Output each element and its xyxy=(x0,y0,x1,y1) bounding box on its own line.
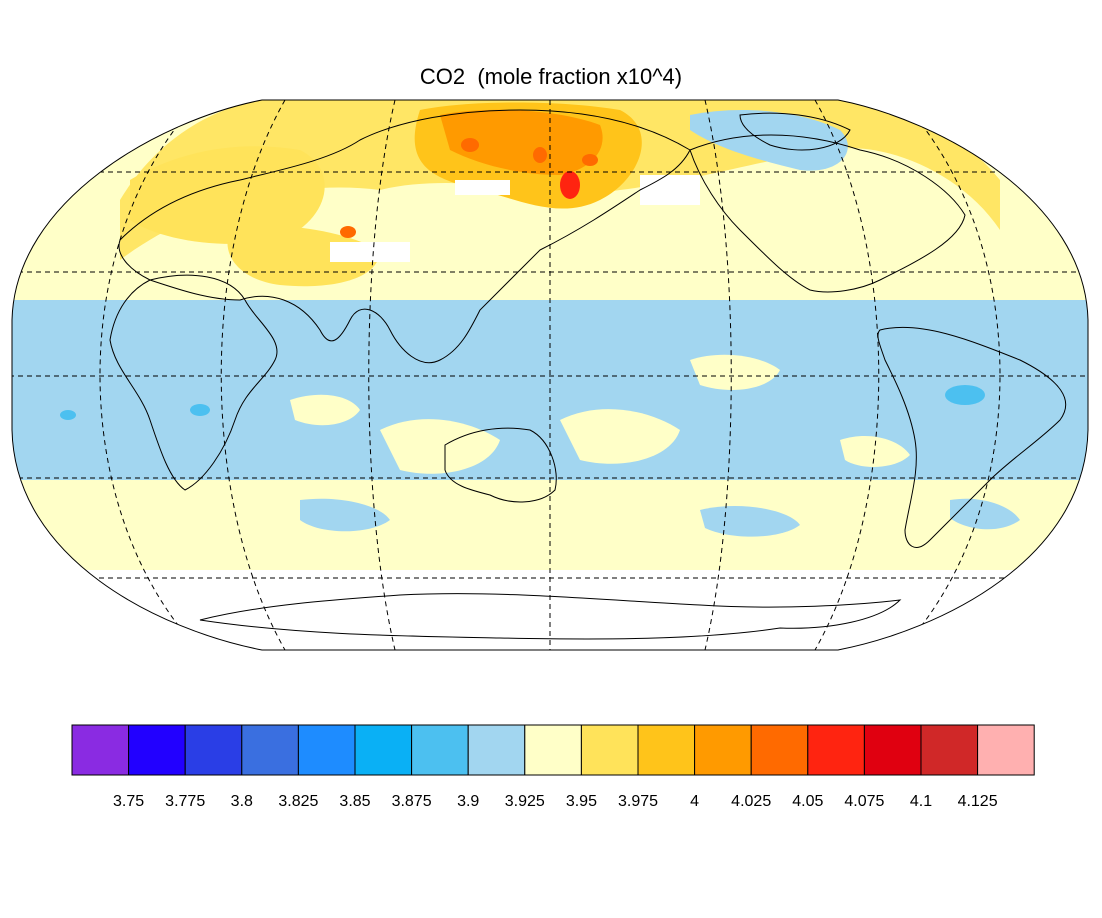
colorbar-tick-label: 4 xyxy=(690,793,699,810)
colorbar-tick-label: 3.9 xyxy=(457,793,479,810)
region-arctic-blue xyxy=(690,110,848,171)
coast-north-america xyxy=(689,134,966,293)
hotspot-1 xyxy=(560,171,580,199)
meridian-e2 xyxy=(814,100,880,650)
gap-1 xyxy=(330,242,410,262)
colorbar-tick-label: 4.05 xyxy=(792,793,823,810)
graticule xyxy=(12,100,1088,650)
colorbar-tick-label: 3.925 xyxy=(505,793,545,810)
colorbar-box-6 xyxy=(411,724,469,776)
colorbar-box-0 xyxy=(71,724,130,776)
colorbar-tick-label: 4.025 xyxy=(731,793,771,810)
patch-south-blue-3 xyxy=(950,498,1020,530)
meridian-w2 xyxy=(220,100,286,650)
coast-greenland xyxy=(739,112,851,151)
colorbar-tick-label: 3.95 xyxy=(566,793,597,810)
region-siberia-deep xyxy=(440,109,603,175)
coast-antarctica xyxy=(199,593,902,640)
coast-south-america xyxy=(877,326,1067,548)
blue-spot-1 xyxy=(945,385,985,405)
hotspot-5 xyxy=(461,138,479,152)
colorbar-box-5 xyxy=(354,724,413,776)
colorbar-tick-label: 3.775 xyxy=(165,793,205,810)
colorbar-tick-label: 3.8 xyxy=(231,793,253,810)
patch-tropics-2 xyxy=(560,409,680,464)
colorbar-box-16 xyxy=(977,724,1035,776)
colorbar-tick-label: 3.825 xyxy=(278,793,318,810)
colorbar-box-4 xyxy=(297,724,356,776)
coast-eurasia xyxy=(118,109,691,364)
coast-africa xyxy=(109,274,278,491)
colorbar-box-11 xyxy=(694,724,752,776)
colorbar-tick-label: 3.75 xyxy=(113,793,144,810)
colorbar-tick-label: 3.875 xyxy=(392,793,432,810)
colorbar-box-10 xyxy=(637,724,696,776)
patch-tropics-3 xyxy=(690,354,780,390)
coastlines xyxy=(109,109,1067,640)
colorbar-box-1 xyxy=(128,724,186,776)
gap-3 xyxy=(640,175,700,205)
hotspot-4 xyxy=(340,226,356,238)
colorbar-tick-label: 4.1 xyxy=(910,793,932,810)
blue-spot-3 xyxy=(60,410,76,420)
colorbar-tick-label: 4.075 xyxy=(844,793,884,810)
colorbar-box-12 xyxy=(750,724,809,776)
blue-spot-2 xyxy=(190,404,210,416)
colorbar-box-15 xyxy=(920,724,979,776)
colorbar-box-2 xyxy=(184,724,243,776)
chart-title: CO2 (mole fraction x10^4) xyxy=(419,64,683,89)
colorbar-box-8 xyxy=(524,724,582,776)
gap-2 xyxy=(455,180,510,195)
coast-australia xyxy=(444,427,557,503)
colorbar-box-13 xyxy=(807,724,865,776)
colorbar-tick-label: 3.975 xyxy=(618,793,658,810)
hotspot-2 xyxy=(533,147,547,163)
colorbar-box-7 xyxy=(467,724,526,776)
hotspot-3 xyxy=(582,154,598,166)
colorbar-box-14 xyxy=(863,724,922,776)
colorbar-tick-label: 3.85 xyxy=(339,793,370,810)
colorbar-box-9 xyxy=(580,724,639,776)
patch-tropics-4 xyxy=(290,394,360,426)
patch-tropics-1 xyxy=(380,419,500,474)
colorbar-tick-label: 4.125 xyxy=(958,793,998,810)
colorbar-labels: 3.75 3.775 3.8 3.825 3.85 3.875 3.9 3.925 3.95 3.… xyxy=(113,793,998,810)
region-middle-east-yellow xyxy=(227,226,380,287)
colorbar-boxes xyxy=(71,724,1035,776)
colorbar-box-3 xyxy=(241,724,299,776)
patch-south-blue-1 xyxy=(300,498,390,532)
